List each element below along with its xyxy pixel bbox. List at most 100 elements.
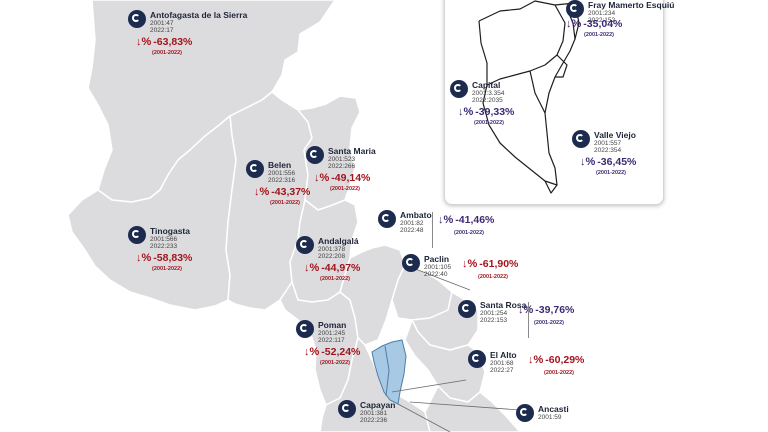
population-2022: 2022:117 (318, 337, 345, 344)
region-capital-divider (384, 345, 390, 397)
down-arrow-percent-icon: ↓% (528, 354, 544, 366)
percent-value: -44,97% (321, 262, 361, 274)
percent-value: -35,04% (583, 18, 623, 30)
period-range: (2001-2022) (152, 50, 182, 56)
region-ancasti (424, 385, 521, 432)
population-2022: 2022:153 (480, 317, 508, 324)
department-name: Paclin (424, 254, 450, 264)
percent-change: ↓% -43,37% (254, 186, 310, 198)
percent-value: -41,46% (455, 214, 495, 226)
percent-change: ↓% -52,24% (304, 346, 360, 358)
population-2022: 2022:40 (424, 271, 448, 278)
department-name: Fray Mamerto Esquiú (588, 0, 675, 10)
percent-change: ↓% -35,04% (566, 18, 622, 30)
period-range: (2001-2022) (152, 266, 182, 272)
percent-value: -36,45% (597, 156, 637, 168)
period-range: (2001-2022) (584, 32, 614, 38)
department-name: Santa Rosa (480, 300, 527, 310)
chart-badge-icon (246, 160, 264, 178)
population-2001: 2001:523 (328, 156, 356, 163)
percent-value: -61,90% (479, 258, 519, 270)
department-name: Valle Viejo (594, 130, 636, 140)
percent-change: ↓% -39,76% (518, 304, 574, 316)
percent-value: -39,33% (475, 106, 515, 118)
department-name: Santa Maria (328, 146, 376, 156)
department-name: Antofagasta de la Sierra (150, 10, 248, 20)
chart-badge-icon (516, 404, 534, 422)
period-range: (2001-2022) (474, 120, 504, 126)
percent-value: -58,83% (153, 252, 193, 264)
inset-map (478, 0, 580, 194)
percent-value: -63,83% (153, 36, 193, 48)
period-range: (2001-2022) (270, 200, 300, 206)
population-2001: 2001:557 (594, 140, 622, 147)
period-range: (2001-2022) (544, 370, 574, 376)
percent-change: ↓% -60,29% (528, 354, 584, 366)
percent-change: ↓% -61,90% (462, 258, 518, 270)
period-range: (2001-2022) (534, 320, 564, 326)
population-2001: 2001:82 (400, 220, 424, 227)
percent-change: ↓% -58,83% (136, 252, 192, 264)
population-2001: 2001:566 (150, 236, 178, 243)
period-range: (2001-2022) (454, 230, 484, 236)
down-arrow-percent-icon: ↓% (304, 346, 320, 358)
down-arrow-percent-icon: ↓% (304, 262, 320, 274)
population-2022: 2022:48 (400, 227, 424, 234)
population-2022: 2022:27 (490, 367, 514, 374)
population-2001: 2001:234 (588, 10, 616, 17)
population-2022: 2022:354 (594, 147, 622, 154)
department-name: El Alto (490, 350, 517, 360)
chart-badge-icon (468, 350, 486, 368)
population-2022: 2022:316 (268, 177, 296, 184)
percent-value: -49,14% (331, 172, 371, 184)
population-2001: 2001:3.354 (472, 90, 505, 97)
period-range: (2001-2022) (330, 186, 360, 192)
chart-badge-icon (566, 0, 584, 18)
chart-badge-icon (296, 320, 314, 338)
percent-change: ↓% -44,97% (304, 262, 360, 274)
population-2022: 2022:17 (150, 27, 174, 34)
period-range: (2001-2022) (320, 276, 350, 282)
region-santa-maria (297, 95, 361, 211)
population-2001: 2001:68 (490, 360, 514, 367)
chart-badge-icon (572, 130, 590, 148)
population-2022: 2022:236 (360, 417, 388, 424)
chart-badge-icon (128, 10, 146, 28)
down-arrow-percent-icon: ↓% (462, 258, 478, 270)
down-arrow-percent-icon: ↓% (136, 36, 152, 48)
population-2001: 2001:254 (480, 310, 508, 317)
population-2001: 2001:105 (424, 264, 452, 271)
period-range: (2001-2022) (478, 274, 508, 280)
chart-badge-icon (338, 400, 356, 418)
population-2001: 2001:378 (318, 246, 346, 253)
down-arrow-percent-icon: ↓% (438, 214, 454, 226)
down-arrow-percent-icon: ↓% (136, 252, 152, 264)
percent-change: ↓% -41,46% (438, 214, 494, 226)
population-2022: 2022:208 (318, 253, 346, 260)
population-2022: 2022:266 (328, 163, 356, 170)
department-name: Ancasti (538, 404, 569, 414)
chart-badge-icon (128, 226, 146, 244)
department-name: Ambato (400, 210, 432, 220)
population-2022: 2022:2035 (472, 97, 503, 104)
period-range: (2001-2022) (320, 360, 350, 366)
population-2001: 2001:381 (360, 410, 388, 417)
capital-inset-panel (444, 0, 664, 205)
down-arrow-percent-icon: ↓% (580, 156, 596, 168)
chart-badge-icon (378, 210, 396, 228)
percent-value: -52,24% (321, 346, 361, 358)
population-2001: 2001:556 (268, 170, 296, 177)
chart-badge-icon (458, 300, 476, 318)
down-arrow-percent-icon: ↓% (458, 106, 474, 118)
chart-badge-icon (402, 254, 420, 272)
down-arrow-percent-icon: ↓% (254, 186, 270, 198)
department-name: Capayan (360, 400, 396, 410)
department-name: Andalgalá (318, 236, 359, 246)
department-name: Capital (472, 80, 501, 90)
percent-change: ↓% -36,45% (580, 156, 636, 168)
percent-change: ↓% -63,83% (136, 36, 192, 48)
population-2001: 2001:47 (150, 20, 174, 27)
population-2001: 2001:245 (318, 330, 346, 337)
department-name: Poman (318, 320, 347, 330)
separator-santa-rosa (528, 302, 529, 338)
